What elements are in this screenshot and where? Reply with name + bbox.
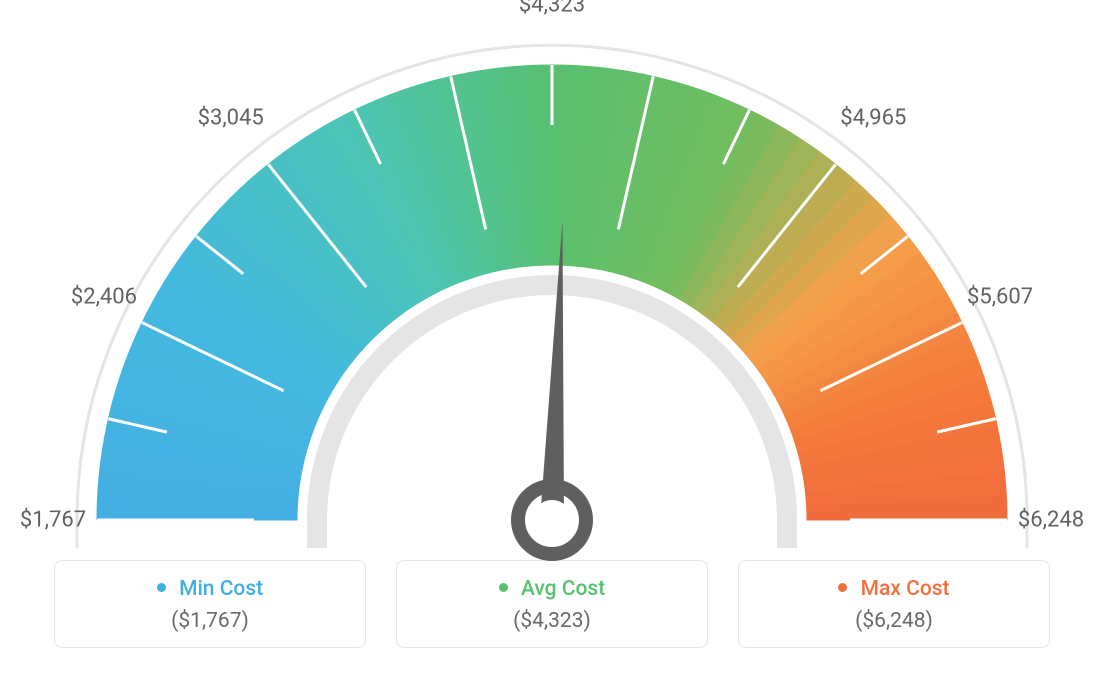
gauge-tick-label: $5,607 — [967, 284, 1033, 309]
gauge-tick-label: $4,965 — [840, 105, 906, 130]
min-cost-head: Min Cost — [55, 577, 365, 601]
min-cost-value: ($1,767) — [55, 609, 365, 633]
gauge-tick-label: $1,767 — [20, 508, 86, 533]
gauge-svg — [0, 0, 1104, 580]
gauge-tick-label: $6,248 — [1018, 508, 1084, 533]
max-cost-head: Max Cost — [739, 577, 1049, 601]
max-cost-dot-icon — [838, 583, 847, 592]
gauge-tick-label: $4,323 — [519, 0, 585, 18]
min-cost-dot-icon — [157, 583, 166, 592]
cost-gauge: $1,767 $2,406 $3,045 $4,323 $4,965 $5,607 $6,2… — [0, 0, 1104, 560]
min-cost-label: Min Cost — [179, 577, 263, 601]
avg-cost-dot-icon — [499, 583, 508, 592]
avg-cost-head: Avg Cost — [397, 577, 707, 601]
max-cost-value: ($6,248) — [739, 609, 1049, 633]
max-cost-label: Max Cost — [861, 577, 950, 601]
avg-cost-label: Avg Cost — [521, 577, 605, 601]
avg-cost-value: ($4,323) — [397, 609, 707, 633]
gauge-tick-label: $2,406 — [71, 284, 137, 309]
gauge-tick-label: $3,045 — [198, 105, 264, 130]
